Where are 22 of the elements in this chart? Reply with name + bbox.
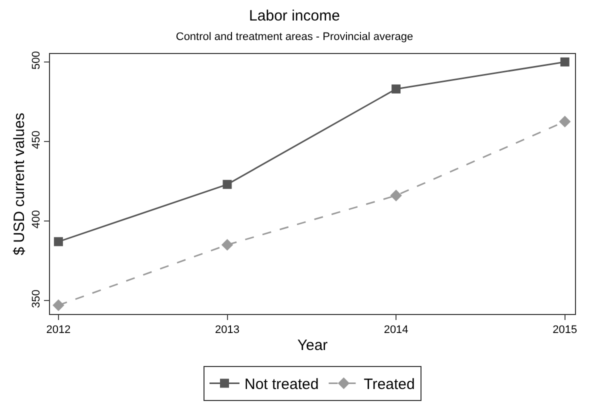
point [392,84,401,94]
point [390,190,402,202]
point [221,238,234,251]
point [54,237,63,246]
y-tick-label: 400 [30,210,43,228]
y-axis-title: $ USD current values [10,112,28,256]
y-tick-label: 450 [30,130,43,149]
y-tick-label: 350 [30,290,43,308]
legend-label: Not treated [244,376,319,394]
point [222,180,232,189]
point [560,57,570,66]
legend-label: Treated [364,376,415,394]
chart-title: Labor income [249,8,340,25]
point [52,299,64,312]
x-tick-label: 2014 [384,324,408,336]
y-tick-label: 500 [30,51,43,70]
x-tick-label: 2015 [552,324,578,336]
chart-subtitle: Control and treatment areas - Provincial average [176,31,414,44]
x-axis-title: Year [297,337,328,354]
x-tick-label: 2013 [215,324,240,336]
x-tick-label: 2012 [46,324,71,336]
point [559,116,571,128]
